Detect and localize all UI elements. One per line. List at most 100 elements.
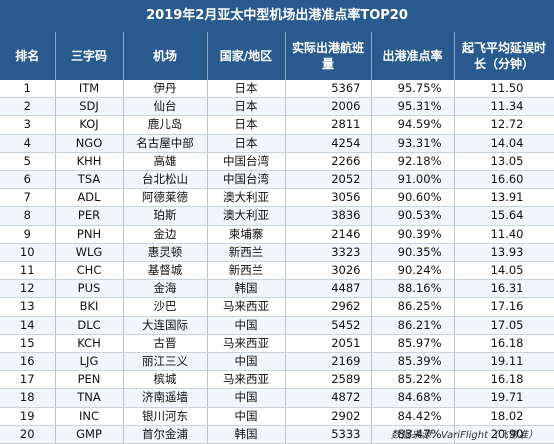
cell-ontime: 95.31%: [371, 97, 455, 117]
cell-flights: 2811: [285, 115, 372, 135]
cell-rank: 8: [0, 206, 56, 226]
cell-code: GMP: [55, 425, 124, 444]
cell-region: 澳大利亚: [207, 188, 286, 208]
cell-region: 新西兰: [207, 261, 286, 281]
cell-code: ADL: [55, 188, 124, 208]
table-row: 1 ITM 伊丹 日本 5367 95.75% 11.50: [0, 80, 554, 99]
cell-delay: 13.93: [454, 243, 554, 263]
cell-flights: 3056: [285, 188, 372, 208]
cell-rank: 20: [0, 425, 56, 444]
cell-code: PUS: [55, 279, 124, 299]
cell-ontime: 84.42%: [371, 407, 455, 426]
cell-region: 马来西亚: [207, 334, 286, 354]
cell-region: 澳大利亚: [207, 206, 286, 226]
cell-code: PNH: [55, 225, 124, 244]
table-row: 9 PNH 金边 柬埔寨 2146 90.39% 11.40: [0, 225, 554, 244]
cell-ontime: 90.60%: [371, 188, 455, 208]
cell-region: 日本: [207, 134, 286, 153]
cell-flights: 2589: [285, 370, 372, 390]
cell-delay: 11.34: [454, 97, 554, 117]
cell-ontime: 92.18%: [371, 152, 455, 172]
cell-region: 马来西亚: [207, 297, 286, 317]
cell-delay: 17.05: [454, 316, 554, 335]
cell-code: PER: [55, 206, 124, 226]
cell-flights: 3836: [285, 206, 372, 226]
cell-flights: 2962: [285, 297, 372, 317]
cell-airport: 金边: [123, 225, 208, 244]
cell-ontime: 85.22%: [371, 370, 455, 390]
cell-flights: 2266: [285, 152, 372, 172]
cell-ontime: 85.97%: [371, 334, 455, 354]
cell-code: KCH: [55, 334, 124, 354]
cell-code: TSA: [55, 170, 124, 190]
cell-flights: 3026: [285, 261, 372, 281]
cell-airport: 槟城: [123, 370, 208, 390]
cell-delay: 13.05: [454, 152, 554, 172]
cell-delay: 15.64: [454, 206, 554, 226]
cell-delay: 19.11: [454, 352, 554, 372]
table-row: 18 TNA 济南遥墙 中国 4872 84.68% 19.71: [0, 388, 554, 408]
table-row: 10 WLG 惠灵顿 新西兰 3323 90.35% 13.93: [0, 243, 554, 263]
cell-ontime: 84.68%: [371, 388, 455, 408]
cell-rank: 17: [0, 370, 56, 390]
table-title: 2019年2月亚太中型机场出港准点率TOP20: [0, 0, 554, 32]
cell-rank: 1: [0, 80, 56, 99]
data-source: 数据来源：VariFlight（飞常准）: [390, 430, 538, 441]
cell-region: 中国: [207, 407, 286, 426]
cell-airport: 济南遥墙: [123, 388, 208, 408]
header-row: 排名 三字码 机场 国家/地区 实际出港航班量 出港准点率 起飞平均延误时长（分…: [0, 32, 554, 80]
cell-region: 中国: [207, 388, 286, 408]
cell-code: KOJ: [55, 115, 124, 135]
cell-rank: 19: [0, 407, 56, 426]
header-delay: 起飞平均延误时长（分钟）: [454, 32, 554, 80]
header-code: 三字码: [55, 32, 124, 80]
cell-ontime: 85.39%: [371, 352, 455, 372]
cell-airport: 首尔金浦: [123, 425, 208, 444]
cell-region: 日本: [207, 115, 286, 135]
cell-code: WLG: [55, 243, 124, 263]
cell-airport: 珀斯: [123, 206, 208, 226]
cell-region: 日本: [207, 97, 286, 117]
table-row: 16 LJG 丽江三义 中国 2169 85.39% 19.11: [0, 352, 554, 372]
cell-delay: 14.04: [454, 134, 554, 153]
cell-delay: 12.72: [454, 115, 554, 135]
cell-flights: 4487: [285, 279, 372, 299]
cell-region: 韩国: [207, 425, 286, 444]
cell-airport: 金海: [123, 279, 208, 299]
table-row: 12 PUS 金海 韩国 4487 88.16% 16.31: [0, 279, 554, 299]
cell-delay: 18.02: [454, 407, 554, 426]
cell-airport: 大连国际: [123, 316, 208, 335]
table-row: 2 SDJ 仙台 日本 2006 95.31% 11.34: [0, 97, 554, 117]
cell-code: KHH: [55, 152, 124, 172]
cell-airport: 伊丹: [123, 80, 208, 99]
cell-region: 中国台湾: [207, 170, 286, 190]
cell-region: 日本: [207, 80, 286, 99]
cell-ontime: 90.53%: [371, 206, 455, 226]
cell-ontime: 86.25%: [371, 297, 455, 317]
cell-rank: 10: [0, 243, 56, 263]
cell-region: 中国: [207, 352, 286, 372]
cell-region: 中国台湾: [207, 152, 286, 172]
table-row: 15 KCH 古晋 马来西亚 2051 85.97% 16.18: [0, 334, 554, 354]
table-row: 4 NGO 名古屋中部 日本 4254 93.31% 14.04: [0, 134, 554, 153]
header-rank: 排名: [0, 32, 56, 80]
cell-rank: 7: [0, 188, 56, 208]
cell-airport: 丽江三义: [123, 352, 208, 372]
cell-delay: 13.91: [454, 188, 554, 208]
cell-ontime: 95.75%: [371, 80, 455, 99]
cell-delay: 17.16: [454, 297, 554, 317]
cell-code: ITM: [55, 80, 124, 99]
table-row: 20 GMP 首尔金浦 韩国 5333 83.47% 20.90: [0, 425, 554, 444]
cell-flights: 5333: [285, 425, 372, 444]
cell-airport: 名古屋中部: [123, 134, 208, 153]
cell-delay: 11.40: [454, 225, 554, 244]
cell-airport: 银川河东: [123, 407, 208, 426]
cell-delay: 16.60: [454, 170, 554, 190]
cell-rank: 5: [0, 152, 56, 172]
table-row: 19 INC 银川河东 中国 2902 84.42% 18.02: [0, 407, 554, 426]
table-row: 3 KOJ 鹿儿岛 日本 2811 94.59% 12.72: [0, 115, 554, 135]
cell-rank: 9: [0, 225, 56, 244]
cell-airport: 沙巴: [123, 297, 208, 317]
cell-flights: 2051: [285, 334, 372, 354]
cell-ontime: 93.31%: [371, 134, 455, 153]
